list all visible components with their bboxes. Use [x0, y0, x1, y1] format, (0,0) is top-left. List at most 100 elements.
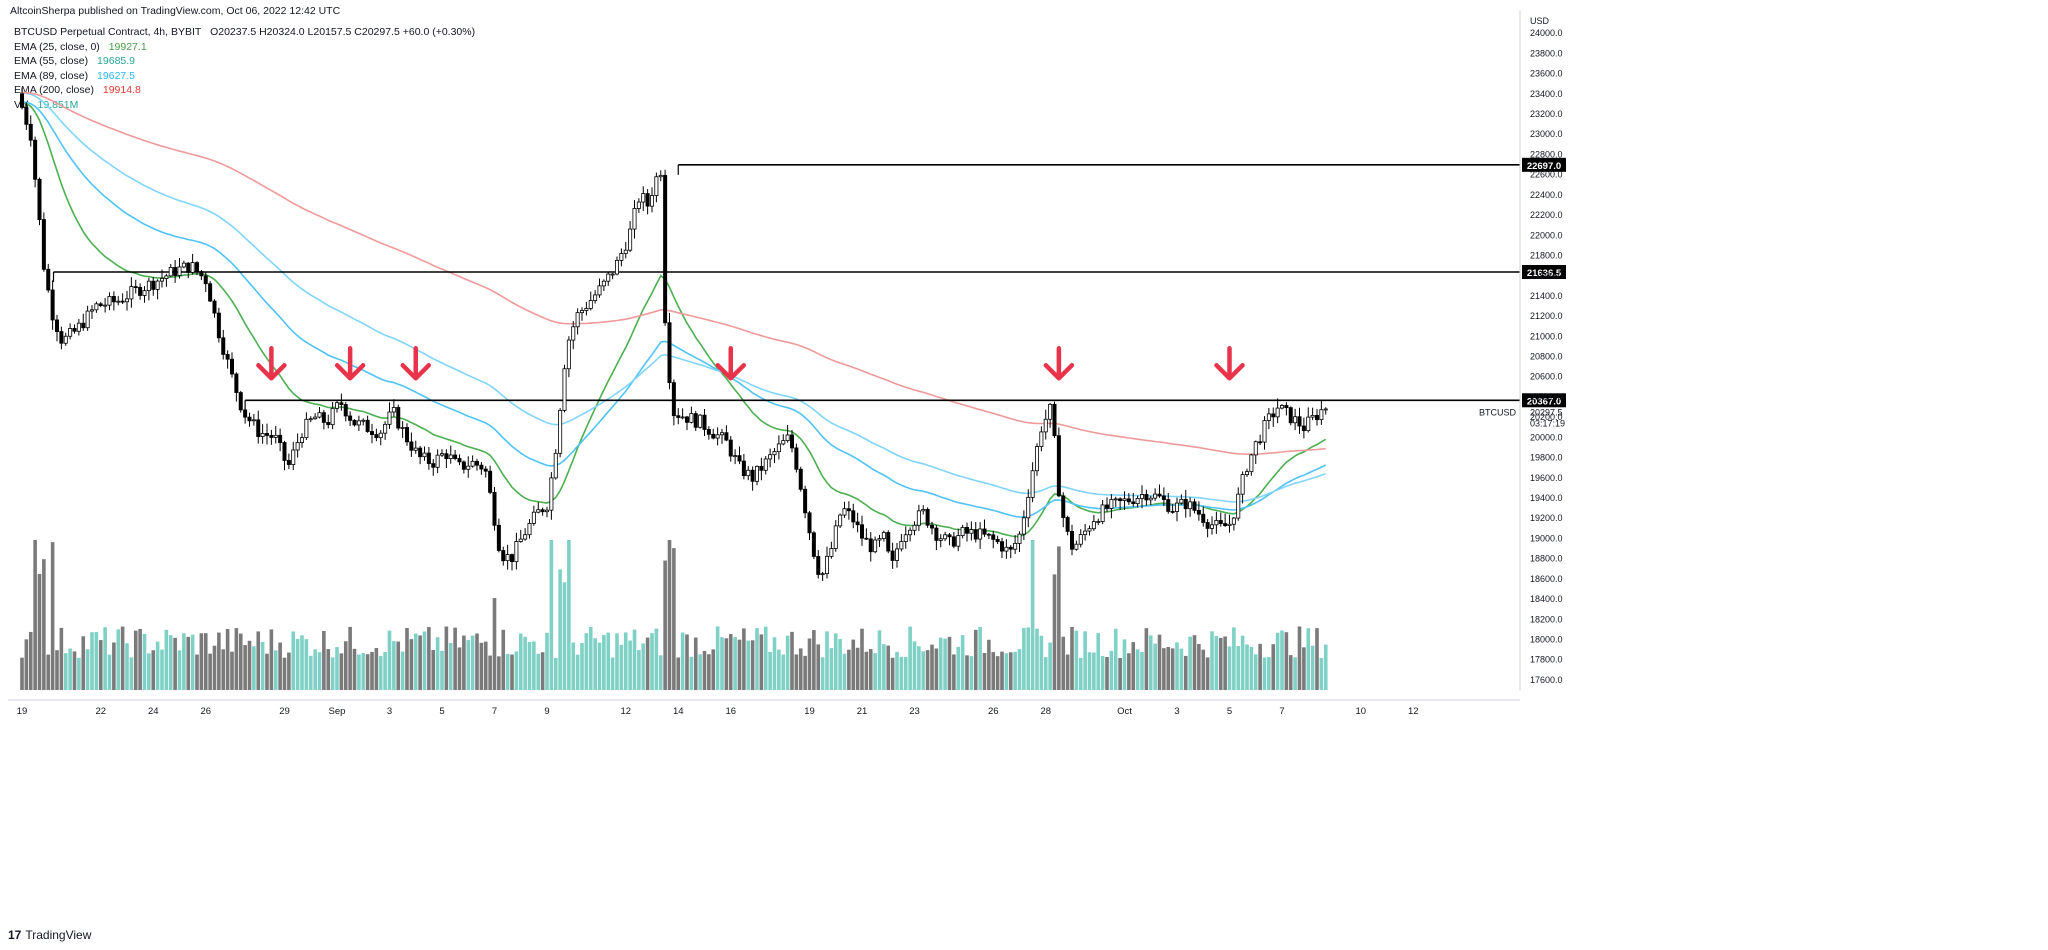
candle-body	[1218, 520, 1223, 524]
ema89-line	[21, 91, 1326, 503]
candle-body	[1157, 493, 1162, 497]
candle-body	[680, 416, 685, 419]
volume-bar	[1249, 646, 1254, 690]
candle-body	[1288, 407, 1293, 424]
volume-bar	[50, 542, 55, 690]
candle-body	[781, 440, 786, 445]
price-tick-label: 21000.0	[1530, 331, 1563, 341]
price-tick-label: 21800.0	[1530, 250, 1563, 260]
volume-bar	[711, 649, 716, 690]
candle-body	[785, 434, 790, 442]
candle-body	[1113, 498, 1118, 501]
volume-bar	[873, 653, 877, 690]
candle-body	[1074, 543, 1079, 550]
legend-ema55[interactable]: EMA (55, close) 19685.9	[14, 54, 475, 69]
candle-body	[1310, 415, 1315, 418]
candle-body	[356, 420, 361, 426]
candle-body	[702, 414, 707, 430]
candle-body	[269, 435, 274, 438]
candle-body	[728, 439, 733, 457]
volume-bar	[903, 656, 908, 690]
tradingview-logo[interactable]: 17 TradingView	[8, 928, 91, 942]
time-axis[interactable]: 19 22 24 26 29 Sep 3 5 7 9 12 14 16 19 21 23 26 28 Oct 3 5 7 1…	[8, 699, 1520, 717]
candle-body	[313, 416, 318, 420]
candle-body	[986, 533, 991, 536]
volume-bar	[1131, 642, 1136, 690]
volume-bar	[1087, 652, 1092, 690]
volume-bar	[81, 636, 86, 690]
legend-ema25[interactable]: EMA (25, close, 0) 19927.1	[14, 40, 475, 55]
candle-body	[1249, 454, 1254, 473]
candle-body	[1266, 413, 1271, 421]
volume-bar	[558, 569, 562, 690]
candle-body	[330, 407, 335, 426]
candle-body	[1048, 403, 1053, 420]
volume-bar	[619, 644, 624, 690]
candle-body	[431, 463, 436, 468]
candle-body	[1236, 493, 1241, 519]
ema89-label: EMA (89, close)	[14, 69, 89, 82]
volume-bar	[396, 641, 401, 690]
candle-body	[125, 298, 130, 303]
candle-body	[890, 550, 895, 561]
candle-body	[199, 271, 204, 277]
candle-body	[194, 262, 199, 272]
volume-bar	[133, 630, 138, 690]
volume-bar	[291, 631, 296, 690]
volume-bar	[1288, 655, 1293, 690]
volume-bar	[680, 632, 685, 690]
candle-body	[85, 310, 90, 329]
volume-bar	[868, 649, 873, 690]
candle-body	[238, 392, 243, 411]
volume-bar	[164, 629, 169, 690]
candle-body	[943, 534, 948, 540]
candle-body	[1188, 501, 1193, 510]
candle-body	[1210, 524, 1215, 529]
candle-body	[203, 275, 208, 285]
candle-body	[1196, 509, 1201, 515]
price-axis[interactable]: USD 17600.0 17800.0 18000.0 18200.0 18400.0 18…	[1519, 10, 1563, 690]
volume-bar	[987, 639, 991, 690]
candle-body	[811, 532, 816, 557]
time-tick-label: 12	[620, 706, 631, 717]
volume-bar	[510, 654, 514, 690]
candle-body	[111, 296, 116, 303]
candle-body	[663, 174, 668, 324]
volume-bar	[1183, 655, 1188, 690]
candle-body	[365, 419, 370, 432]
volume-bar	[763, 626, 768, 690]
volume-bar	[702, 650, 707, 690]
candle-body	[1301, 425, 1306, 432]
volume-bar	[917, 646, 921, 690]
volume-bar	[1179, 648, 1184, 690]
candle-body	[1105, 504, 1110, 509]
price-tick-label: 18800.0	[1530, 554, 1563, 564]
candle-body	[474, 460, 479, 466]
candle-body	[1240, 474, 1245, 495]
volume-bar	[1070, 626, 1074, 690]
candle-body	[1096, 521, 1101, 523]
volume-bar	[24, 639, 29, 690]
volume-bar	[1310, 645, 1315, 690]
volume-bar	[1083, 631, 1087, 690]
volume-bar	[392, 641, 396, 690]
price-tick-label: 17800.0	[1530, 655, 1563, 665]
time-tick-label: Sep	[329, 706, 346, 717]
candle-body	[107, 296, 112, 306]
candle-body	[558, 410, 563, 454]
volume-bar	[934, 648, 939, 690]
candle-body	[807, 512, 812, 534]
time-tick-label: 22	[95, 706, 106, 717]
volume-bar	[1188, 636, 1192, 690]
candle-body	[1223, 523, 1228, 527]
volume-bar	[287, 652, 291, 690]
candle-body	[951, 536, 956, 547]
candle-body	[514, 541, 519, 563]
volume-bar	[816, 644, 821, 690]
time-tick-label: 29	[279, 706, 290, 717]
volume-bar	[820, 657, 825, 690]
time-tick-label: 19	[804, 706, 815, 717]
legend-ema89[interactable]: EMA (89, close) 19627.5	[14, 69, 475, 84]
candle-body	[400, 427, 405, 429]
